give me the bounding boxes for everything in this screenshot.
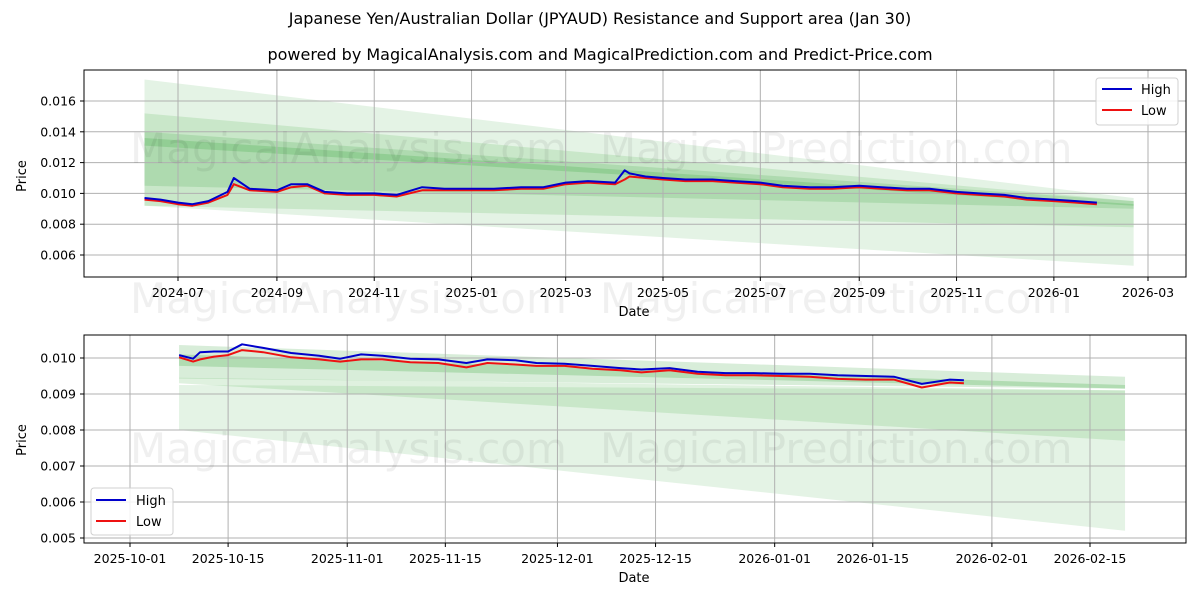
top-grid <box>84 70 1186 277</box>
bottom-grid <box>84 335 1186 543</box>
watermark-prediction: MagicalPrediction.com <box>600 124 1073 173</box>
x-tick-label: 2025-10-01 <box>94 551 167 566</box>
x-tick-label: 2026-01-01 <box>738 551 811 566</box>
bottom-chart: MagicalAnalysis.com MagicalPrediction.co… <box>15 274 1187 586</box>
x-tick-label: 2024-09 <box>251 285 303 300</box>
x-tick-label: 2025-01 <box>445 285 497 300</box>
y-tick-label: 0.008 <box>40 423 76 438</box>
top-axes-frame <box>83 69 1187 278</box>
watermark-analysis-bottom: MagicalAnalysis.com <box>130 424 567 473</box>
watermark-analysis-mid: MagicalAnalysis.com <box>130 274 567 323</box>
band-outer-upper <box>144 79 1134 266</box>
x-tick-label: 2025-11 <box>930 285 982 300</box>
y-tick-label: 0.010 <box>40 351 76 366</box>
x-tick-label: 2025-05 <box>637 285 689 300</box>
x-tick-label: 2025-11-01 <box>311 551 384 566</box>
watermark-analysis: MagicalAnalysis.com <box>130 124 567 173</box>
top-chart: MagicalAnalysis.com MagicalPrediction.co… <box>15 69 1187 320</box>
top-tick-labels: 2024-07 2024-09 2024-11 2025-01 2025-03 2025-… <box>40 94 1174 301</box>
chart-subtitle: powered by MagicalAnalysis.com and Magic… <box>267 45 933 64</box>
band-outer-lower <box>179 385 1126 531</box>
bottom-legend-low-label: Low <box>136 515 162 530</box>
y-tick-label: 0.016 <box>40 94 76 109</box>
top-y-axis-label: Price <box>15 160 30 192</box>
top-x-axis-label: Date <box>618 305 649 320</box>
x-tick-label: 2025-09 <box>833 285 885 300</box>
bottom-y-axis-label: Price <box>15 424 30 456</box>
bottom-legend-high-label: High <box>136 494 166 509</box>
bottom-price-lines <box>178 343 964 389</box>
watermark-prediction-mid: MagicalPrediction.com <box>600 274 1073 323</box>
y-tick-label: 0.010 <box>40 186 76 201</box>
x-tick-label: 2024-11 <box>348 285 400 300</box>
bottom-legend: High Low <box>90 487 174 536</box>
top-legend-high-label: High <box>1141 83 1171 98</box>
x-tick-label: 2025-07 <box>734 285 786 300</box>
bottom-tick-labels: 2025-10-01 2025-10-15 2025-11-01 2025-11-15… <box>40 351 1126 567</box>
y-tick-label: 0.006 <box>40 495 76 510</box>
top-legend-low-label: Low <box>1141 104 1167 119</box>
x-tick-label: 2025-12-01 <box>521 551 594 566</box>
top-legend: High Low <box>1095 77 1179 126</box>
series-high-line <box>178 343 964 385</box>
x-tick-label: 2024-07 <box>152 285 204 300</box>
series-low-line <box>178 349 964 389</box>
series-low-line <box>144 175 1097 207</box>
x-tick-label: 2025-12-15 <box>619 551 692 566</box>
top-support-resistance-bands <box>144 79 1134 266</box>
bottom-axes-frame <box>83 334 1187 544</box>
band-mid-upper <box>144 113 1134 228</box>
bottom-x-axis-label: Date <box>618 571 649 586</box>
x-tick-label: 2026-03 <box>1122 285 1174 300</box>
y-tick-label: 0.007 <box>40 459 76 474</box>
band-upper <box>179 345 1126 389</box>
y-tick-label: 0.009 <box>40 387 76 402</box>
watermark-prediction-bottom: MagicalPrediction.com <box>600 424 1073 473</box>
y-tick-label: 0.008 <box>40 217 76 232</box>
y-tick-label: 0.012 <box>40 155 76 170</box>
series-high-line <box>144 169 1097 206</box>
x-tick-label: 2025-03 <box>540 285 592 300</box>
x-tick-label: 2025-11-15 <box>409 551 482 566</box>
x-tick-label: 2025-10-15 <box>192 551 265 566</box>
y-tick-label: 0.005 <box>40 531 76 546</box>
x-tick-label: 2026-02-01 <box>956 551 1029 566</box>
x-tick-label: 2026-01 <box>1028 285 1080 300</box>
top-price-lines <box>144 169 1097 207</box>
y-tick-label: 0.014 <box>40 124 76 139</box>
chart-title: Japanese Yen/Australian Dollar (JPYAUD) … <box>288 9 912 28</box>
x-tick-label: 2026-02-15 <box>1054 551 1127 566</box>
x-tick-label: 2026-01-15 <box>836 551 909 566</box>
y-tick-label: 0.006 <box>40 248 76 263</box>
